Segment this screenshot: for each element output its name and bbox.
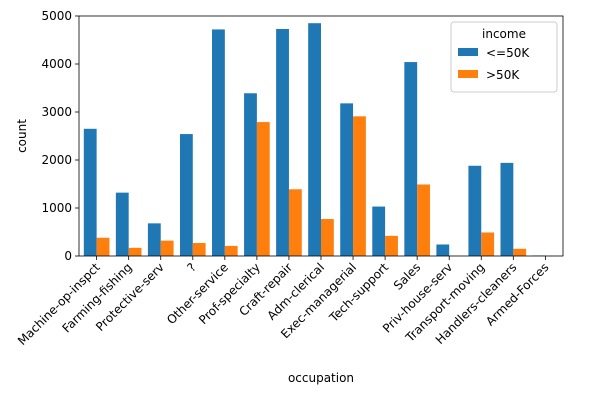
bar-gt50k-2 (161, 241, 174, 256)
y-tick-label: 5000 (41, 9, 72, 23)
bar-le50k-3 (180, 134, 193, 256)
bar-gt50k-10 (417, 184, 430, 256)
bar-gt50k-3 (193, 243, 206, 256)
bar-le50k-11 (436, 244, 449, 256)
bar-le50k-6 (276, 29, 289, 256)
bar-gt50k-6 (289, 189, 302, 256)
legend-swatch-gt50k (458, 70, 478, 78)
bar-le50k-12 (468, 166, 481, 256)
legend-swatch-le50k (458, 48, 478, 56)
y-tick-label: 0 (64, 249, 72, 263)
bar-gt50k-5 (257, 122, 270, 256)
y-tick-label: 3000 (41, 105, 72, 119)
legend-label-gt50k: >50K (486, 68, 520, 82)
bar-gt50k-1 (129, 248, 142, 256)
bar-gt50k-7 (321, 219, 334, 256)
y-tick-label: 2000 (41, 153, 72, 167)
bar-le50k-7 (308, 23, 321, 256)
bar-le50k-8 (340, 103, 353, 256)
bar-gt50k-13 (513, 249, 526, 256)
y-tick-label: 4000 (41, 57, 72, 71)
bar-le50k-5 (244, 93, 257, 256)
y-axis-title: count (15, 119, 29, 153)
y-tick-label: 1000 (41, 201, 72, 215)
bar-le50k-2 (148, 223, 161, 256)
x-tick-label: ? (185, 260, 199, 274)
bar-le50k-0 (84, 129, 97, 256)
x-axis: Machine-op-inspctFarming-fishingProtecti… (15, 256, 552, 348)
bar-le50k-9 (372, 207, 385, 256)
bar-gt50k-4 (225, 246, 238, 256)
bar-le50k-10 (404, 62, 417, 256)
legend: income <=50K >50K (451, 22, 557, 92)
bar-gt50k-12 (481, 232, 494, 256)
legend-label-le50k: <=50K (486, 46, 530, 60)
bar-le50k-4 (212, 29, 225, 256)
x-axis-title: occupation (288, 371, 354, 385)
bar-gt50k-0 (97, 238, 110, 256)
bar-le50k-13 (501, 163, 514, 256)
bar-le50k-1 (116, 193, 129, 256)
y-axis: 0 1000 2000 3000 4000 5000 (41, 9, 79, 263)
legend-title: income (482, 27, 526, 41)
bar-gt50k-9 (385, 236, 398, 256)
bar-gt50k-8 (353, 116, 366, 256)
